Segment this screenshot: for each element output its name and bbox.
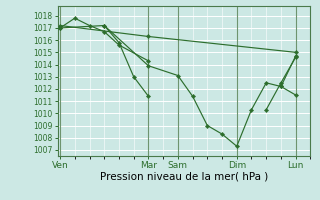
X-axis label: Pression niveau de la mer( hPa ): Pression niveau de la mer( hPa ) bbox=[100, 171, 268, 181]
